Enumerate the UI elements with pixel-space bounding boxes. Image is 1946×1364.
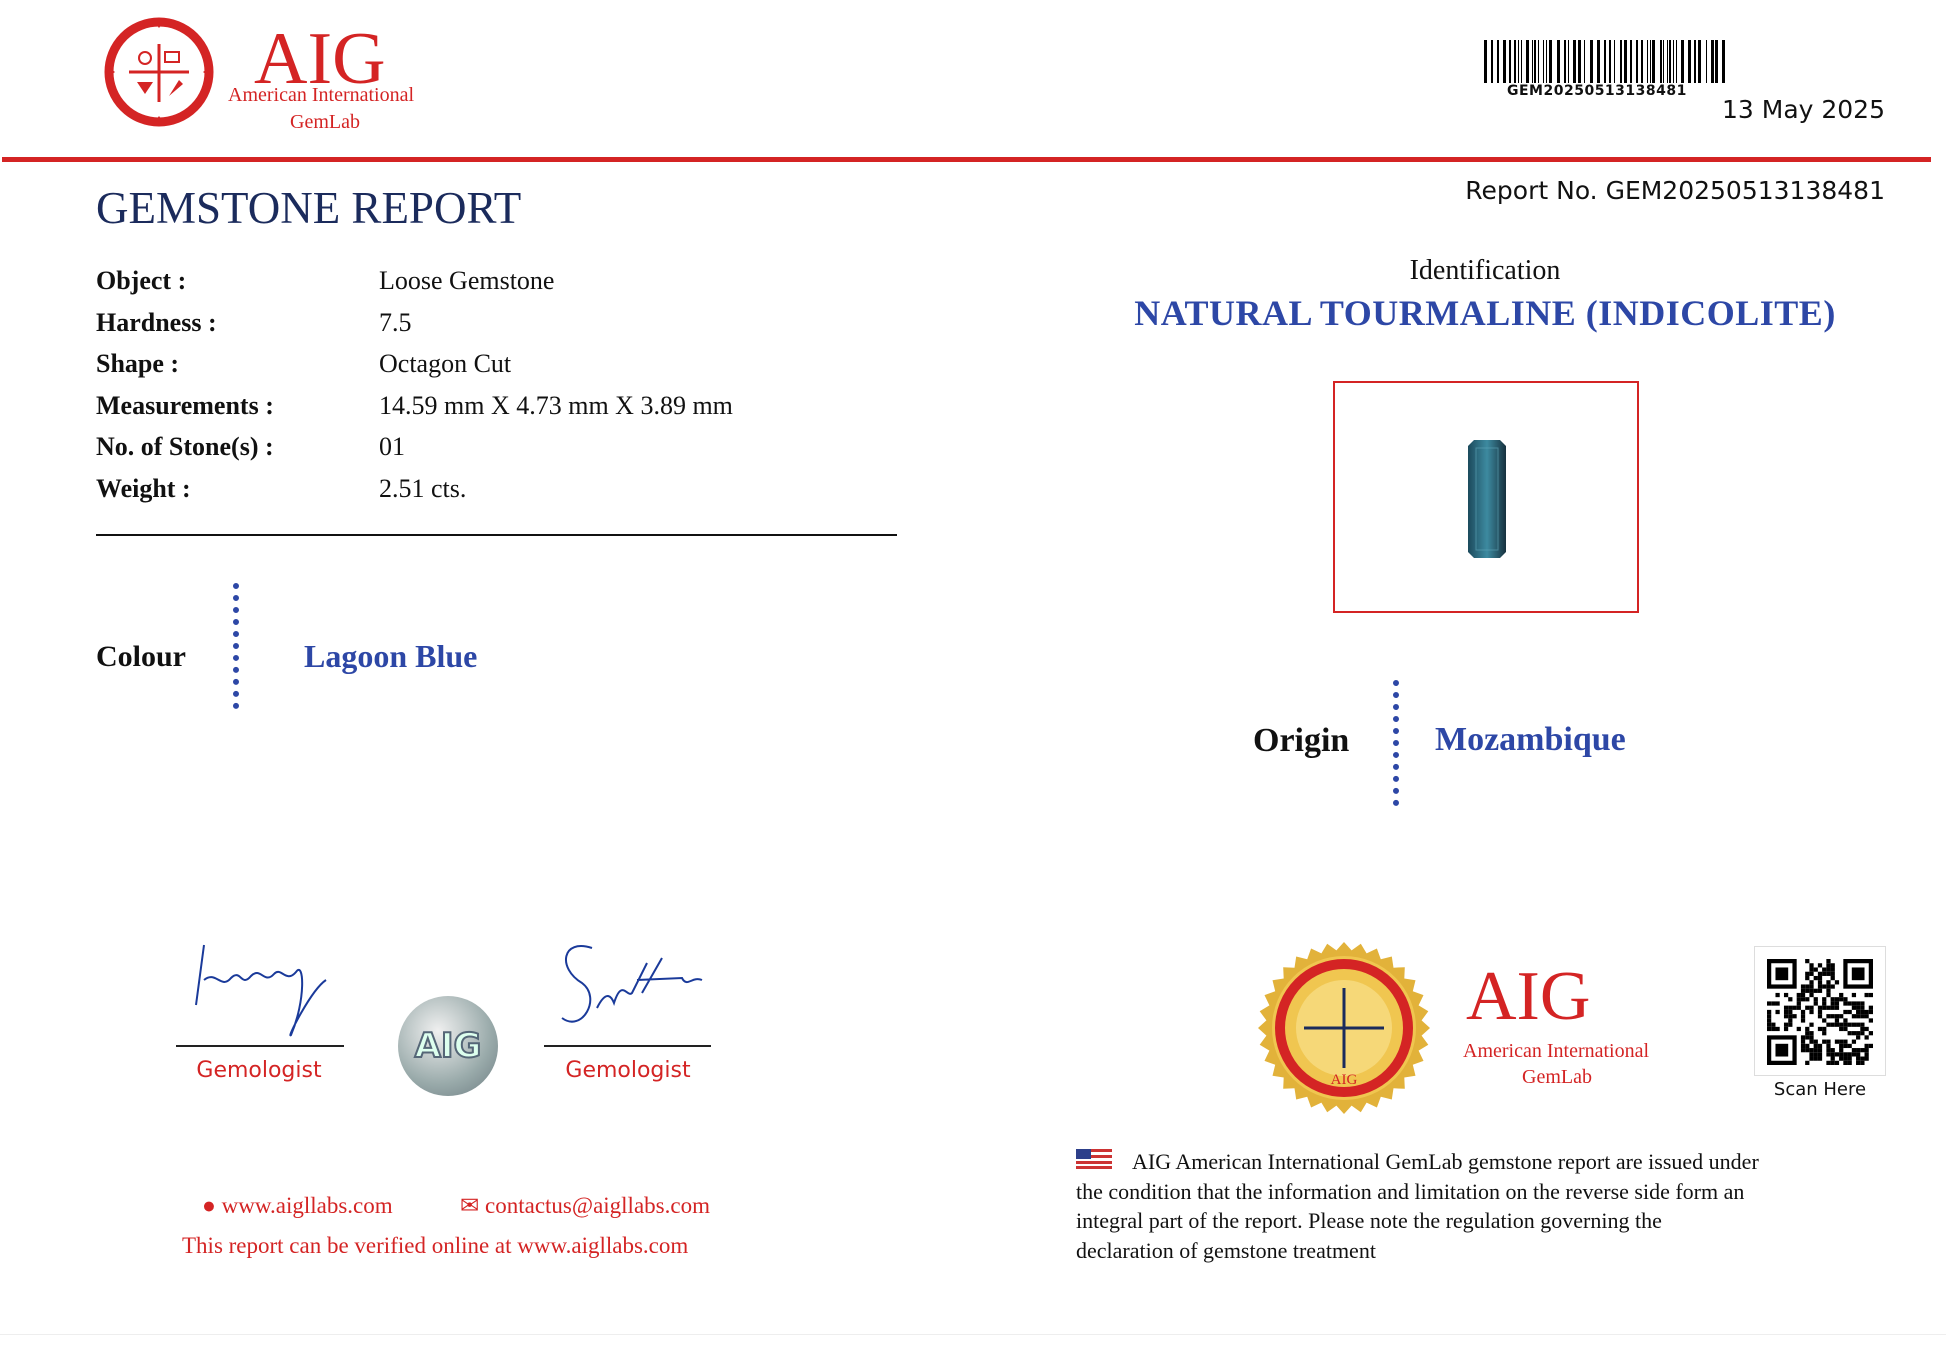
- detail-label: Measurements :: [96, 390, 274, 420]
- footer-brand-line2: GemLab: [1522, 1066, 1592, 1088]
- page-title: GEMSTONE REPORT: [96, 183, 522, 233]
- detail-label: No. of Stone(s) :: [96, 432, 274, 461]
- globe-icon: ●: [202, 1193, 216, 1218]
- details-divider: [96, 534, 897, 536]
- header-divider: [2, 157, 1931, 162]
- signature-2: [561, 945, 703, 1023]
- brand-line1: American International: [228, 84, 415, 106]
- signature-1: [195, 944, 327, 1037]
- website-link[interactable]: ● www.aigllabs.com: [202, 1193, 393, 1218]
- dotted-separator: [1393, 680, 1399, 806]
- origin-label: Origin: [1253, 722, 1350, 759]
- gemstone-image: [1468, 440, 1506, 558]
- detail-label: Shape :: [96, 349, 180, 378]
- gem-photo-frame: [1333, 381, 1639, 613]
- brand-name: AIG: [254, 18, 386, 100]
- colour-value: Lagoon Blue: [304, 638, 478, 674]
- detail-label: Hardness :: [96, 307, 217, 337]
- identification-value: NATURAL TOURMALINE (INDICOLITE): [1134, 293, 1836, 333]
- detail-value: 2.51 cts.: [379, 473, 467, 503]
- qr-caption: Scan Here: [1773, 1079, 1867, 1100]
- barcode: [1484, 40, 1725, 83]
- signature-role-1: Gemologist: [196, 1058, 322, 1083]
- page-bottom-edge: [0, 1334, 1946, 1335]
- detail-label: Object :: [96, 266, 187, 295]
- detail-value: Octagon Cut: [379, 349, 512, 378]
- detail-value: 01: [379, 432, 405, 461]
- svg-text:AIG: AIG: [1331, 1072, 1358, 1088]
- colour-label: Colour: [96, 640, 186, 673]
- email-link[interactable]: ✉ contactus@aigllabs.com: [460, 1193, 710, 1218]
- brand-line2: GemLab: [290, 111, 360, 133]
- signature-role-2: Gemologist: [565, 1058, 691, 1083]
- detail-value: 7.5: [379, 307, 412, 337]
- identification-label: Identification: [1409, 255, 1561, 286]
- envelope-icon: ✉: [460, 1193, 480, 1218]
- gold-seal-icon: AIG: [1258, 942, 1430, 1114]
- detail-label: Weight :: [96, 473, 191, 503]
- disclaimer: AIG American International GemLab gemsto…: [1076, 1149, 1759, 1263]
- footer-brand-line1: American International: [1463, 1040, 1650, 1062]
- dotted-separator: [233, 583, 239, 709]
- barcode-text: GEM20250513138481: [1507, 83, 1687, 99]
- origin-value: Mozambique: [1435, 721, 1626, 758]
- hologram-seal: AIG: [398, 996, 498, 1096]
- report-number: Report No. GEM20250513138481: [1465, 176, 1885, 205]
- verify-note: This report can be verified online at ww…: [182, 1233, 689, 1258]
- signature-line: [176, 1045, 344, 1047]
- detail-value: 14.59 mm X 4.73 mm X 3.89 mm: [379, 390, 733, 420]
- signature-line: [544, 1045, 711, 1047]
- qr-code[interactable]: [1754, 946, 1886, 1076]
- footer-brand-name: AIG: [1466, 958, 1591, 1035]
- aig-logo-icon: [104, 17, 214, 127]
- report-date: 13 May 2025: [1721, 95, 1885, 124]
- us-flag-icon: [1076, 1149, 1112, 1169]
- detail-value: Loose Gemstone: [379, 266, 555, 295]
